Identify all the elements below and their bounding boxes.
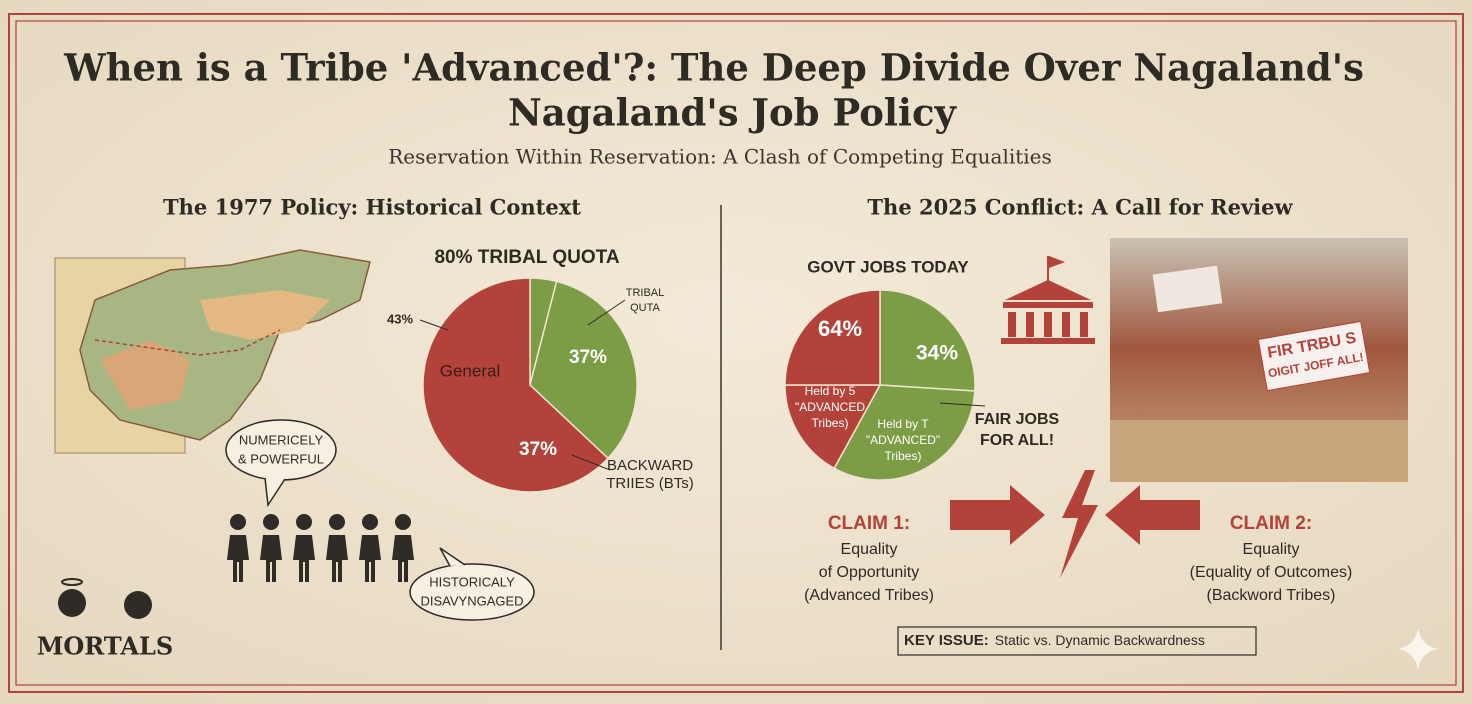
pie-label: TRIIES (BTs) <box>606 475 694 492</box>
people-icons <box>227 514 414 582</box>
claim-text: (Backword Tribes) <box>1207 587 1336 604</box>
section-heading: The 2025 Conflict: A Call for Review <box>867 195 1293 220</box>
bubble-text: DISAVYNGAGED <box>420 593 523 608</box>
road <box>1110 420 1408 482</box>
title-line: Nagaland's Job Policy <box>508 91 958 135</box>
claim-text: (Advanced Tribes) <box>804 587 934 604</box>
pie-label: QUTA <box>630 302 660 314</box>
key-issue-label: KEY ISSUE: <box>904 632 989 649</box>
person-body <box>260 535 282 582</box>
key-issue-text: Static vs. Dynamic Backwardness <box>995 632 1205 648</box>
pie-label: BACKWARD <box>607 457 693 474</box>
pie-slice <box>879 289 976 392</box>
leader-line <box>419 319 449 331</box>
halo <box>61 578 83 586</box>
map <box>54 249 371 454</box>
bubble-tail <box>264 477 286 508</box>
pie-slice <box>529 280 638 460</box>
section-heading: The 1977 Policy: Historical Context <box>163 195 581 220</box>
pie-label: FAIR JOBS <box>975 411 1060 428</box>
pie-label: Held by T <box>877 417 929 431</box>
pie-label: "ADVANCED <box>795 400 865 414</box>
claim-text: of Opportunity <box>819 564 920 581</box>
title-line: When is a Tribe 'Advanced'?: The Deep Di… <box>63 46 1364 90</box>
pie-label: 64% <box>818 316 862 341</box>
pie-label: 37% <box>519 439 557 460</box>
speech-bubble <box>225 419 337 481</box>
pie-label: Held by 5 <box>805 384 856 398</box>
person-head <box>362 514 378 530</box>
map-region <box>100 340 190 410</box>
person-body <box>227 535 249 582</box>
sign <box>1257 320 1371 392</box>
pie-title: GOVT JOBS TODAY <box>807 257 969 276</box>
banner <box>1152 265 1223 313</box>
pie-label: 43% <box>387 311 413 326</box>
logo: MORTALS <box>37 578 173 661</box>
key-issue-box <box>897 626 1257 656</box>
person-head <box>230 514 246 530</box>
outer-border <box>8 13 1464 693</box>
pie-label: 37% <box>569 347 607 368</box>
person-body <box>359 535 381 582</box>
pie-label: General <box>440 361 500 380</box>
pie-label: 34% <box>916 342 958 365</box>
key-issue: KEY ISSUE: Static vs. Dynamic Backwardnes… <box>904 632 1205 649</box>
pie-label: TRIBAL <box>626 287 665 299</box>
claim-text: Equality <box>841 541 898 558</box>
pie-title: 80% TRIBAL QUOTA <box>434 247 619 268</box>
protest-photo: FIR TRBU S OIGIT JOFF ALL! <box>1110 238 1408 482</box>
person-head <box>296 514 312 530</box>
bubble-text: & POWERFUL <box>238 451 324 466</box>
pie-chart <box>422 277 638 493</box>
leader-line <box>571 454 611 471</box>
speech-bubble <box>409 563 535 621</box>
inner-border <box>15 20 1457 686</box>
sparkle <box>1398 628 1438 670</box>
bubble-text: NUMERICELY <box>239 432 324 447</box>
pie-slice <box>422 277 610 493</box>
leader-line <box>587 299 626 326</box>
arrow <box>1105 485 1200 545</box>
pie-slice <box>833 384 976 481</box>
logo-angel <box>58 589 86 617</box>
pie-slice <box>784 289 881 386</box>
person-head <box>263 514 279 530</box>
person-head <box>395 514 411 530</box>
logo-devil <box>124 591 152 619</box>
person-body <box>392 535 414 582</box>
claim-title: CLAIM 1: <box>828 513 910 534</box>
person-body <box>326 535 348 582</box>
leader-line <box>939 402 986 407</box>
pie-label: FOR ALL! <box>980 432 1054 449</box>
map-region <box>200 290 330 340</box>
border-line <box>94 329 281 356</box>
claim-title: CLAIM 2: <box>1230 513 1312 534</box>
pie-chart <box>784 289 976 481</box>
person-head <box>329 514 345 530</box>
bubble-text: HISTORICALY <box>429 574 515 589</box>
pie-label: Tribes) <box>812 416 849 430</box>
claim-text: Equality <box>1243 541 1300 558</box>
person-body <box>293 535 315 582</box>
lightning <box>1060 470 1098 578</box>
logo-text: MORTALS <box>37 632 173 661</box>
pie-label: Tribes) <box>885 449 922 463</box>
pie-label: "ADVANCED" <box>866 433 940 447</box>
bubble-tail <box>439 547 466 567</box>
claim-text: (Equality of Outcomes) <box>1190 564 1353 581</box>
pie-slice <box>784 384 882 470</box>
subtitle: Reservation Within Reservation: A Clash … <box>388 145 1052 169</box>
building-icon <box>1001 256 1095 344</box>
arrow <box>950 485 1045 545</box>
